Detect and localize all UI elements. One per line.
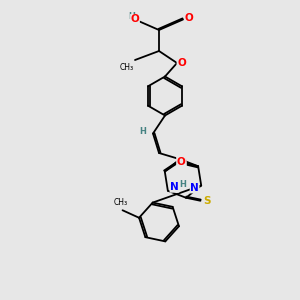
Text: O: O <box>178 157 186 166</box>
Text: H: H <box>139 128 146 136</box>
Text: H: H <box>179 180 186 189</box>
Text: O: O <box>177 157 185 167</box>
Text: O: O <box>130 14 140 25</box>
Text: N: N <box>190 183 199 193</box>
Text: O: O <box>184 13 194 23</box>
Text: N: N <box>170 182 179 192</box>
Text: H: H <box>128 12 135 21</box>
Text: O: O <box>177 58 186 68</box>
Text: CH₃: CH₃ <box>114 198 128 207</box>
Text: CH₃: CH₃ <box>119 63 134 72</box>
Text: S: S <box>203 196 211 206</box>
